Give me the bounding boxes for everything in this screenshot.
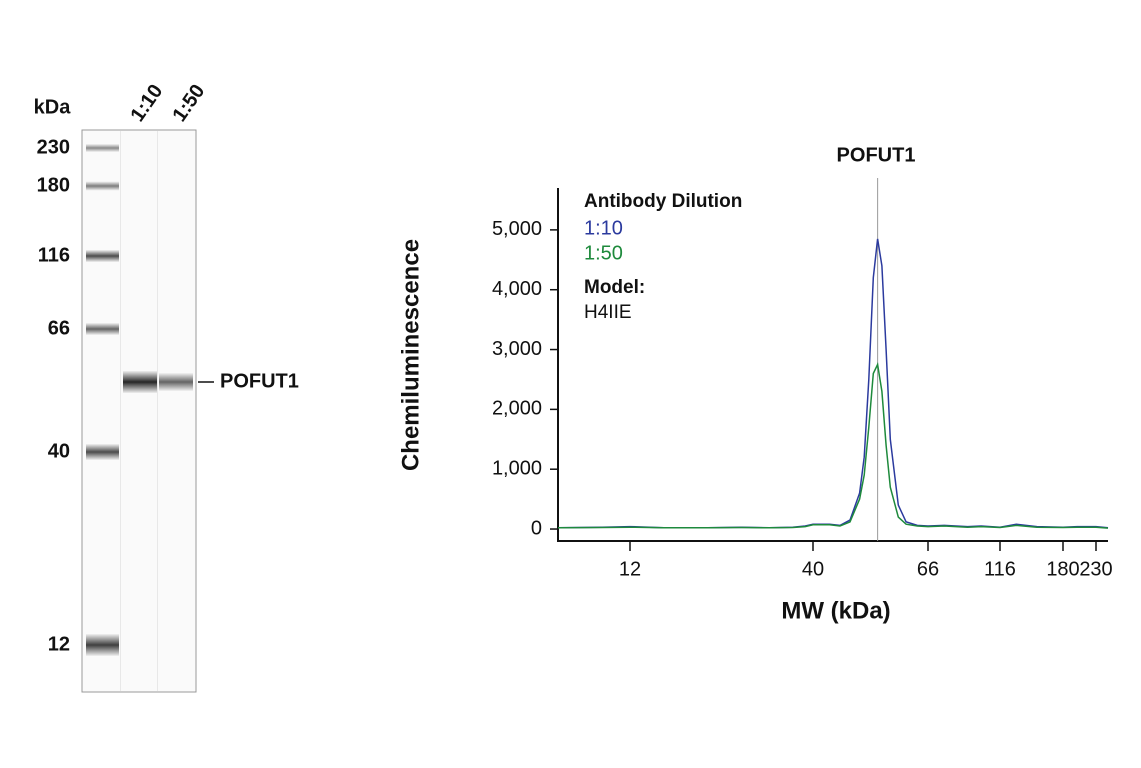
- y-tick-label: 4,000: [492, 278, 542, 300]
- legend-entry: 1:50: [584, 242, 623, 264]
- legend-title: Antibody Dilution: [584, 191, 742, 212]
- y-tick-label: 1,000: [492, 457, 542, 479]
- marker-label: 116: [38, 244, 70, 266]
- x-tick-label: 180: [1046, 558, 1079, 580]
- sample-band: [159, 373, 193, 391]
- ladder-band: [86, 144, 119, 152]
- y-tick-label: 0: [531, 517, 542, 539]
- model-label: Model:: [584, 277, 645, 298]
- ladder-band: [86, 444, 119, 460]
- marker-label: 180: [37, 174, 70, 196]
- sample-band: [123, 371, 157, 393]
- x-axis-label: MW (kDa): [781, 597, 890, 624]
- x-tick-label: 40: [802, 558, 824, 580]
- lane-label: 1:50: [168, 80, 209, 125]
- x-tick-label: 12: [619, 558, 641, 580]
- series-line: [557, 362, 1109, 529]
- marker-group: 230 180 116 66 40 12: [37, 136, 119, 656]
- x-tick-label: 116: [984, 558, 1016, 580]
- ladder-band: [86, 323, 119, 335]
- legend-entry: 1:10: [584, 217, 623, 239]
- chart-title: POFUT1: [837, 144, 916, 166]
- x-tick-label: 230: [1079, 558, 1112, 580]
- y-tick-label: 3,000: [492, 338, 542, 360]
- ladder-band: [86, 634, 119, 656]
- marker-label: 230: [37, 136, 70, 158]
- ladder-band: [86, 250, 119, 262]
- marker-label: 66: [48, 317, 70, 339]
- unit-label: kDa: [34, 96, 72, 118]
- model-name: H4IIE: [584, 302, 632, 323]
- lane-label: 1:10: [126, 80, 167, 125]
- blot-frame: [81, 129, 197, 693]
- marker-label: 40: [48, 440, 70, 462]
- marker-label: 12: [48, 633, 70, 655]
- y-axis-label: Chemiluminescence: [397, 239, 424, 471]
- x-tick-label: 66: [917, 558, 939, 580]
- ladder-band: [86, 181, 119, 191]
- band-label: POFUT1: [220, 370, 299, 392]
- y-tick-label: 2,000: [492, 398, 542, 420]
- y-tick-label: 5,000: [492, 218, 542, 240]
